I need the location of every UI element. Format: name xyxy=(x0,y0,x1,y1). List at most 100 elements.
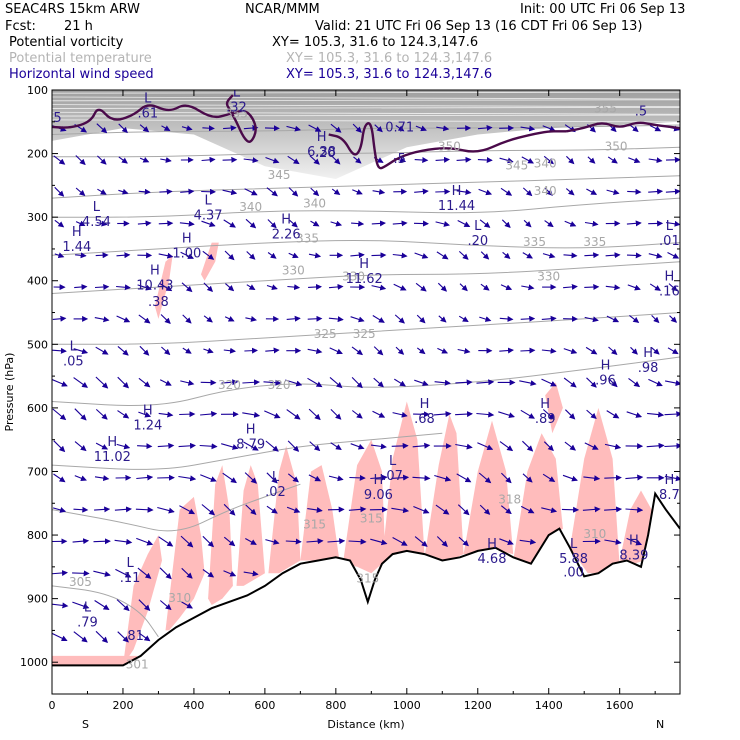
theta-label: 335 xyxy=(583,235,606,249)
wind-arrow xyxy=(116,443,131,450)
wind-arrow xyxy=(500,505,512,515)
wind-arrow xyxy=(54,219,65,228)
wind-arrow xyxy=(244,188,258,196)
wind-arrow xyxy=(182,347,192,354)
extremum-value: .07 xyxy=(382,469,403,484)
high-marker: H xyxy=(643,346,653,361)
high-marker: H xyxy=(374,473,384,488)
wind-arrow xyxy=(286,125,301,132)
wind-arrow xyxy=(586,188,598,195)
wind-arrow xyxy=(630,346,638,355)
extremum-value: 8.7 xyxy=(659,488,680,503)
wind-arrow xyxy=(500,284,513,291)
wind-arrow xyxy=(287,440,300,452)
wind-arrow xyxy=(265,538,280,545)
x-tick-label: 200 xyxy=(112,699,133,712)
wind-arrow xyxy=(666,220,680,227)
wind-arrow xyxy=(286,315,301,322)
extremum-value: 5.88 xyxy=(559,552,588,567)
wind-arrow xyxy=(476,411,495,418)
wind-arrow xyxy=(648,157,663,164)
theta-label: 335 xyxy=(296,232,319,246)
wind-arrow xyxy=(158,220,174,227)
wind-arrow xyxy=(351,377,363,389)
wind-arrow xyxy=(648,252,663,259)
wind-arrow xyxy=(179,505,196,515)
low-marker: L xyxy=(144,92,152,107)
wind-arrow xyxy=(73,348,89,355)
theta-label: 310 xyxy=(583,527,606,541)
wind-arrow xyxy=(541,378,557,387)
high-marker: H xyxy=(143,403,153,418)
extremum-value: 10.43 xyxy=(136,278,173,293)
wind-arrow xyxy=(243,570,259,577)
wind-arrow xyxy=(95,252,109,259)
wind-arrow xyxy=(587,156,596,164)
wind-arrow xyxy=(606,315,620,323)
wind-arrow xyxy=(203,315,213,323)
wind-arrow xyxy=(664,442,680,449)
wind-arrow xyxy=(181,125,193,131)
wind-arrow xyxy=(664,380,680,386)
wind-arrow xyxy=(664,411,680,418)
wind-arrow xyxy=(626,220,642,227)
extremum-value: 2.26 xyxy=(272,228,301,243)
wind-arrow xyxy=(607,377,618,388)
theta-label: 315 xyxy=(303,518,326,532)
extremum-value: 11.02 xyxy=(94,450,131,465)
wind-arrow xyxy=(584,284,600,291)
wind-arrow xyxy=(224,250,235,261)
wind-arrow xyxy=(477,124,493,131)
wind-arrow xyxy=(53,440,66,453)
wind-arrow xyxy=(158,536,174,547)
wind-arrow xyxy=(586,377,597,388)
wind-arrow xyxy=(566,155,575,165)
extremum-value: .89 xyxy=(535,412,556,427)
wind-arrow xyxy=(52,315,67,322)
terrain-fill xyxy=(52,493,680,694)
wind-arrow xyxy=(264,410,281,419)
wind-arrow xyxy=(181,601,193,609)
theta-label: 330 xyxy=(342,270,365,284)
pv-fill-region xyxy=(165,496,205,631)
plot-area: 305 310 310 315 315 315 318 301 320 320 325 325 330 3… xyxy=(52,90,680,694)
wind-arrow xyxy=(306,538,324,545)
wind-arrow xyxy=(93,570,111,577)
wind-arrow xyxy=(584,252,600,259)
wind-arrow xyxy=(436,125,450,132)
wind-arrow xyxy=(564,441,576,451)
pv-fill-region xyxy=(382,401,425,561)
pv-fill-region xyxy=(545,382,563,434)
wind-arrow xyxy=(542,125,556,132)
pv-contour-lines xyxy=(52,94,680,170)
wind-arrow xyxy=(309,441,321,452)
wind-arrow xyxy=(330,409,342,420)
wind-arrow xyxy=(584,316,599,323)
wind-arrow xyxy=(179,220,195,227)
wind-arrow xyxy=(243,441,259,451)
wind-arrow xyxy=(543,441,554,452)
low-marker: L xyxy=(84,600,92,615)
wind-arrow xyxy=(543,155,554,165)
wind-arrow xyxy=(436,536,448,548)
wind-arrow xyxy=(416,314,426,324)
wind-arrow xyxy=(245,538,257,545)
valid-time: Valid: 21 UTC Fri 06 Sep 13 (16 CDT Fri … xyxy=(315,19,642,34)
stratosphere-streak xyxy=(52,111,680,115)
wind-arrow xyxy=(243,157,259,164)
wind-arrow xyxy=(433,411,452,417)
wind-arrow xyxy=(565,409,576,420)
wind-arrow xyxy=(136,474,154,481)
wind-arrow xyxy=(74,475,87,482)
wind-arrow xyxy=(476,379,495,386)
wind-arrow xyxy=(117,345,129,356)
wind-arrow xyxy=(266,187,278,197)
wind-arrow xyxy=(563,252,578,259)
extremum-value: .00 xyxy=(563,565,584,580)
wind-arrow xyxy=(223,219,236,228)
wind-arrow xyxy=(307,377,323,388)
wind-arrow xyxy=(53,473,66,483)
wind-arrow xyxy=(265,156,280,164)
high-marker: H xyxy=(107,435,117,450)
